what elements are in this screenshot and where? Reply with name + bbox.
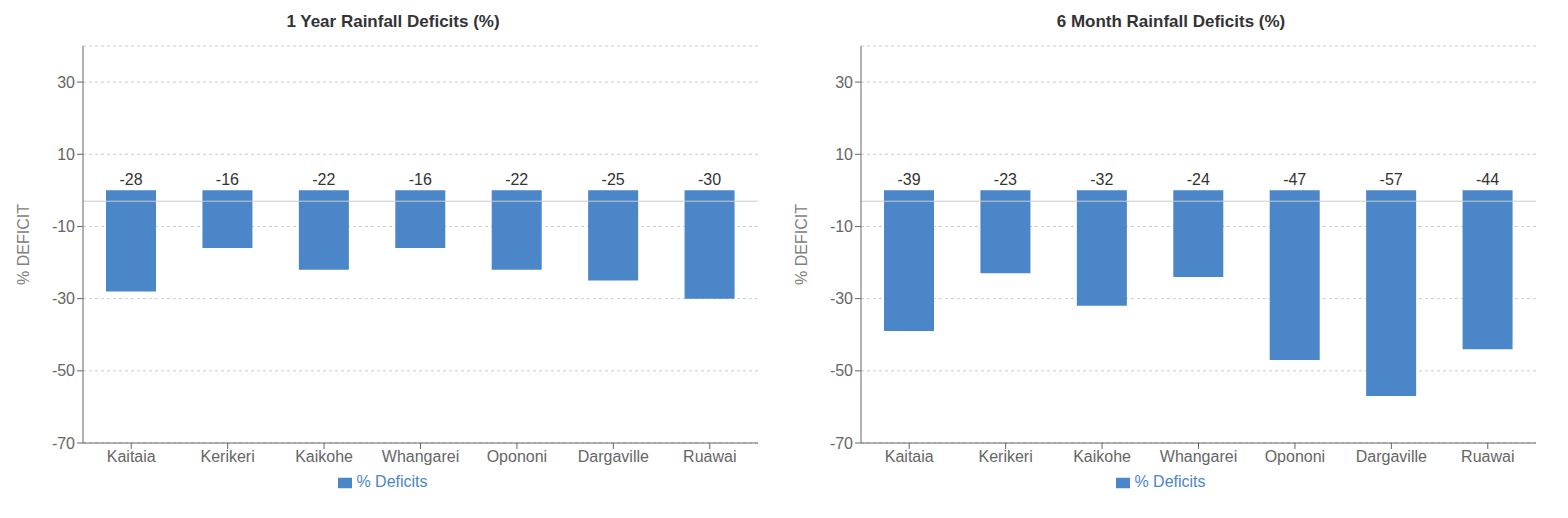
svg-text:Ruawai: Ruawai: [683, 448, 736, 465]
svg-text:-57: -57: [1380, 171, 1403, 188]
svg-text:-22: -22: [312, 171, 335, 188]
html-text:% Deficits: % Deficits: [356, 473, 428, 490]
svg-text:30: 30: [835, 74, 853, 91]
svg-text:-16: -16: [216, 171, 239, 188]
svg-text:-70: -70: [52, 435, 75, 452]
svg-text:% DEFICIT: % DEFICIT: [793, 204, 810, 285]
svg-text:30: 30: [57, 74, 75, 91]
svg-text:Ruawai: Ruawai: [1461, 448, 1514, 465]
svg-text:Kaitaia: Kaitaia: [885, 448, 934, 465]
svg-text:Kaikohe: Kaikohe: [295, 448, 353, 465]
svg-text:Kerikeri: Kerikeri: [201, 448, 255, 465]
svg-text:10: 10: [835, 146, 853, 163]
svg-text:-22: -22: [505, 171, 528, 188]
svg-text:-32: -32: [1090, 171, 1113, 188]
svg-text:-30: -30: [830, 290, 853, 307]
svg-text:Opononi: Opononi: [487, 448, 548, 465]
html-text:1 Year Rainfall Deficits (%): 1 Year Rainfall Deficits (%): [286, 12, 500, 31]
svg-text:Dargaville: Dargaville: [1356, 448, 1427, 465]
svg-text:Kaikohe: Kaikohe: [1073, 448, 1131, 465]
svg-text:Whangarei: Whangarei: [1160, 448, 1237, 465]
svg-text:-23: -23: [994, 171, 1017, 188]
svg-text:Opononi: Opononi: [1265, 448, 1326, 465]
svg-text:-44: -44: [1476, 171, 1499, 188]
svg-text:% DEFICIT: % DEFICIT: [15, 204, 32, 285]
svg-text:Kaitaia: Kaitaia: [107, 448, 156, 465]
svg-text:-30: -30: [52, 290, 75, 307]
svg-text:-30: -30: [698, 171, 721, 188]
svg-text:-50: -50: [830, 362, 853, 379]
html-text:% Deficits: % Deficits: [1134, 473, 1206, 490]
html-text:6 Month Rainfall Deficits (%): 6 Month Rainfall Deficits (%): [1056, 12, 1286, 31]
svg-text:Kerikeri: Kerikeri: [979, 448, 1033, 465]
svg-text:-50: -50: [52, 362, 75, 379]
svg-text:-10: -10: [52, 218, 75, 235]
svg-text:-28: -28: [119, 171, 142, 188]
svg-text:-10: -10: [830, 218, 853, 235]
svg-text:Dargaville: Dargaville: [578, 448, 649, 465]
svg-text:Whangarei: Whangarei: [382, 448, 459, 465]
svg-text:-16: -16: [409, 171, 432, 188]
svg-text:-25: -25: [602, 171, 625, 188]
svg-text:-24: -24: [1187, 171, 1210, 188]
svg-text:-39: -39: [897, 171, 920, 188]
svg-text:-70: -70: [830, 435, 853, 452]
svg-text:10: 10: [57, 146, 75, 163]
svg-text:-47: -47: [1283, 171, 1306, 188]
